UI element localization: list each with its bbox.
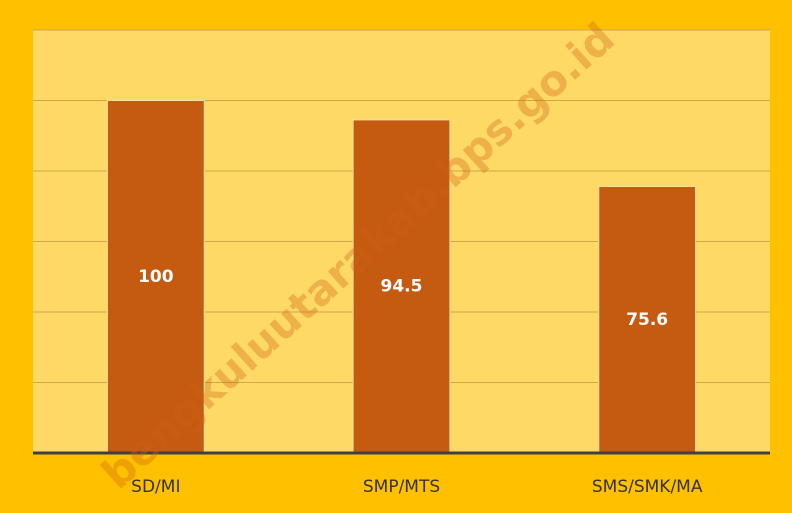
bar — [106, 100, 205, 454]
x-tick-label: SD/MI — [131, 477, 180, 497]
x-tick-label: SMS/SMK/MA — [592, 477, 703, 497]
data-label: 100 — [138, 267, 174, 287]
data-label: 94.5 — [381, 276, 423, 296]
x-tick-label: SMP/MTS — [363, 477, 440, 497]
bar — [352, 119, 451, 454]
bar — [598, 186, 697, 454]
data-label: 75.6 — [626, 310, 668, 330]
